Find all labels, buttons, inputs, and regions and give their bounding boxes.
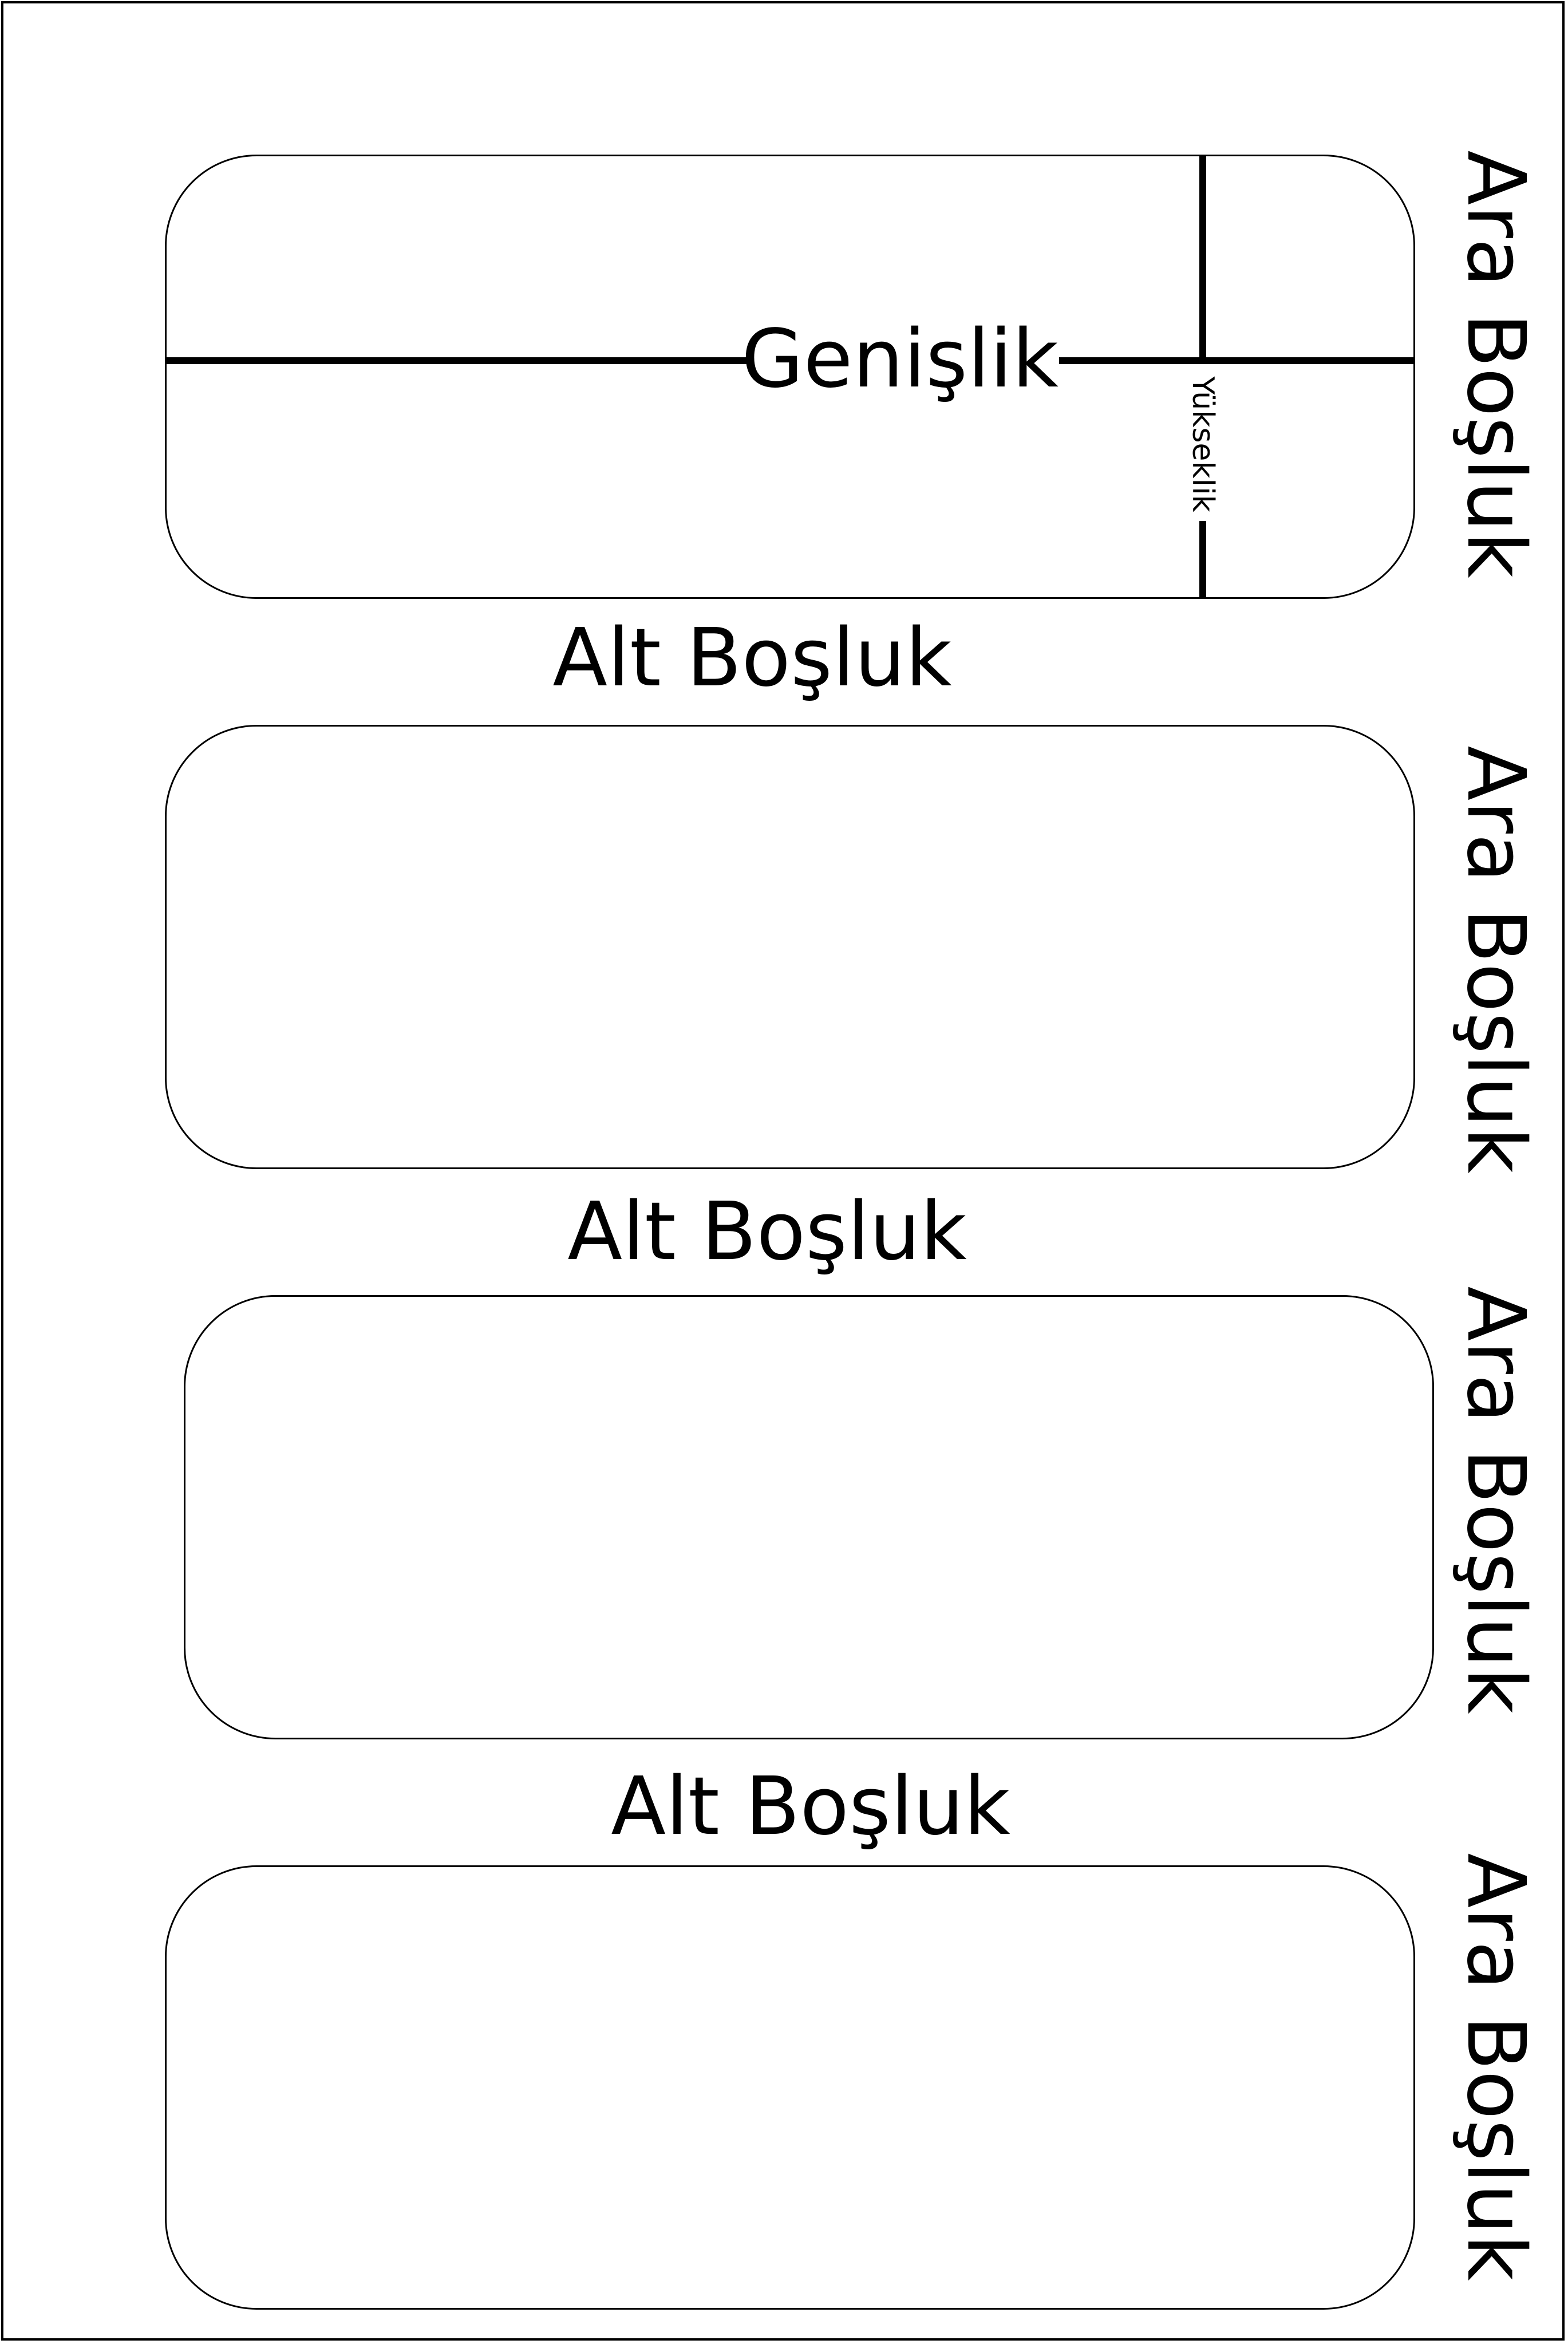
side-gap-label-1: Ara Boşluk (1449, 150, 1542, 578)
width-line-right (1059, 357, 1415, 364)
bottom-gap-label-2: Alt Boşluk (567, 1185, 967, 1278)
label-3 (184, 1295, 1434, 1739)
bottom-gap-label-1: Alt Boşluk (552, 611, 952, 705)
label-2 (165, 725, 1415, 1169)
label-4 (165, 1865, 1415, 2310)
side-gap-label-3: Ara Boşluk (1449, 1286, 1542, 1714)
bottom-gap-label-3: Alt Boşluk (611, 1760, 1010, 1853)
height-line-top (1199, 155, 1206, 361)
height-line-bottom (1199, 521, 1206, 599)
width-dimension-label: Genişlik (741, 313, 1059, 406)
side-gap-label-2: Ara Boşluk (1449, 745, 1542, 1174)
height-dimension-label: Yükseklik (1186, 376, 1220, 512)
width-line-left (165, 357, 750, 364)
side-gap-label-4: Ara Boşluk (1449, 1853, 1542, 2281)
